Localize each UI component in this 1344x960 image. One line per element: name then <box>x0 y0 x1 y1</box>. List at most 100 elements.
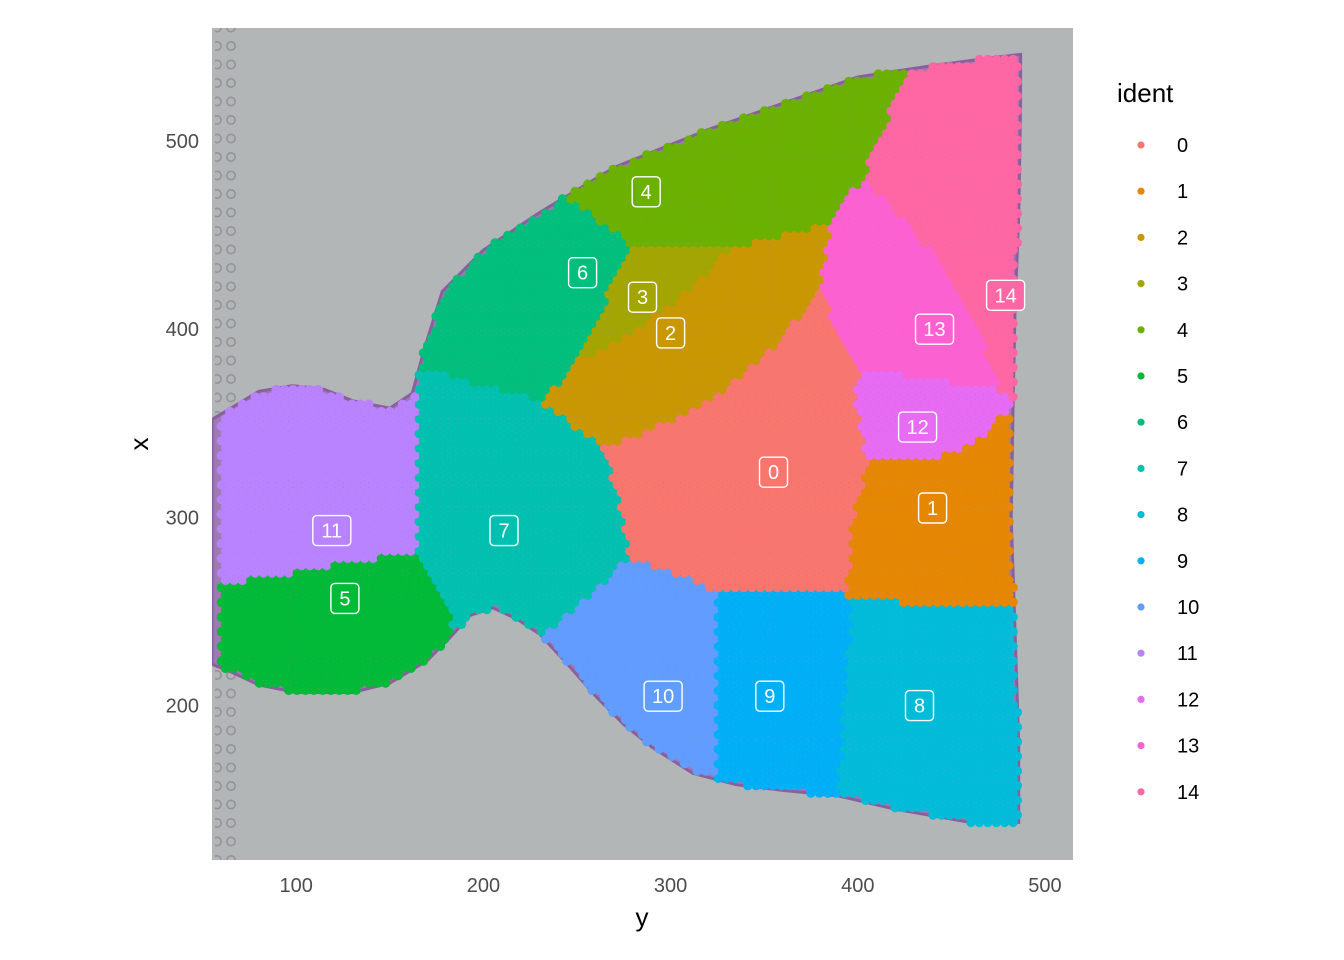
spot-ident-8 <box>983 700 993 710</box>
spot-ident-10 <box>642 663 652 673</box>
spot-ident-5 <box>368 612 378 622</box>
spot-ident-8 <box>920 737 930 747</box>
spot-ident-5 <box>279 678 290 688</box>
spot-ident-9 <box>818 648 829 659</box>
spot-ident-9 <box>814 670 825 681</box>
spot-ident-1 <box>978 590 989 600</box>
spot-ident-10 <box>705 759 715 769</box>
spot-ident-8 <box>873 773 883 783</box>
spot-ident-9 <box>839 612 850 622</box>
spot-ident-9 <box>835 604 846 615</box>
spot-ident-9 <box>751 619 761 629</box>
spot-ident-10 <box>671 641 681 651</box>
spot-ident-8 <box>1008 729 1018 739</box>
spot-ident-8 <box>856 626 867 637</box>
spot-ident-8 <box>877 692 888 703</box>
spot-ident-8 <box>903 766 913 776</box>
spot-ident-9 <box>781 626 791 637</box>
spot-ident-7 <box>532 619 542 629</box>
spot-ident-8 <box>848 700 858 710</box>
spot-ident-10 <box>688 685 698 695</box>
spot-ident-10 <box>646 670 656 681</box>
spot-ident-9 <box>793 648 803 659</box>
spot-ident-8 <box>890 597 900 607</box>
spot-ident-8 <box>839 715 850 725</box>
spot-ident-8 <box>924 729 934 739</box>
spot-ident-9 <box>726 722 736 732</box>
spot-ident-0 <box>709 575 719 585</box>
spot-ident-9 <box>839 597 850 607</box>
spot-ident-9 <box>743 737 753 747</box>
spot-ident-8 <box>915 670 926 681</box>
spot-ident-9 <box>747 612 757 622</box>
spot-ident-9 <box>789 715 799 725</box>
spot-ident-5 <box>263 619 273 629</box>
spot-ident-8 <box>970 722 980 732</box>
spot-ident-5 <box>334 641 344 651</box>
spot-ident-7 <box>482 575 492 585</box>
spot-ident-9 <box>747 597 757 607</box>
spot-ident-5 <box>427 597 437 607</box>
spot-ident-5 <box>364 648 374 659</box>
spot-ident-8 <box>873 626 883 637</box>
spot-ident-10 <box>709 737 719 747</box>
spot-ident-5 <box>237 648 248 659</box>
spot-ident-5 <box>338 663 349 673</box>
spot-ident-9 <box>738 773 749 783</box>
spot-ident-9 <box>722 744 732 754</box>
spot-ident-10 <box>688 715 698 725</box>
spot-ident-10 <box>616 590 627 600</box>
spot-ident-5 <box>288 678 298 688</box>
spot-ident-8 <box>1008 773 1018 783</box>
spot-ident-10 <box>604 641 614 651</box>
spot-ident-9 <box>722 759 732 769</box>
spot-ident-9 <box>810 692 820 703</box>
spot-ident-10 <box>688 641 698 651</box>
spot-ident-9 <box>759 590 770 600</box>
spot-ident-5 <box>359 612 370 622</box>
spot-ident-5 <box>296 604 307 615</box>
spot-ident-9 <box>793 634 803 644</box>
spot-ident-11 <box>284 568 294 578</box>
spot-ident-10 <box>667 604 677 615</box>
spot-ident-8 <box>970 795 980 805</box>
spot-ident-9 <box>734 634 745 644</box>
spot-ident-10 <box>637 670 648 681</box>
spot-ident-7 <box>494 597 504 607</box>
spot-ident-10 <box>557 619 568 629</box>
spot-ident-8 <box>898 729 909 739</box>
spot-ident-7 <box>536 612 547 622</box>
spot-ident-5 <box>300 612 311 622</box>
spot-ident-8 <box>915 803 926 813</box>
spot-ident-5 <box>254 678 264 688</box>
spot-ident-8 <box>869 678 879 688</box>
spot-ident-9 <box>793 590 803 600</box>
spot-ident-10 <box>709 707 719 717</box>
spot-ident-8 <box>995 737 1006 747</box>
spot-ident-10 <box>599 648 610 659</box>
spot-ident-10 <box>599 604 610 615</box>
spot-ident-9 <box>722 612 732 622</box>
spot-ident-9 <box>802 634 812 644</box>
spot-ident-8 <box>978 707 989 717</box>
spot-ident-8 <box>894 766 905 776</box>
spot-ident-9 <box>797 626 808 637</box>
spot-ident-8 <box>966 700 976 710</box>
spot-ident-9 <box>747 715 757 725</box>
spot-ident-8 <box>983 773 993 783</box>
spot-ident-10 <box>688 597 698 607</box>
spot-ident-5 <box>254 590 264 600</box>
spot-ident-5 <box>389 604 399 615</box>
spot-ident-9 <box>797 597 808 607</box>
spot-ident-0 <box>705 582 715 593</box>
spot-ident-7 <box>570 582 580 593</box>
spot-ident-8 <box>966 715 976 725</box>
spot-ident-5 <box>258 626 269 637</box>
spot-ident-10 <box>621 597 631 607</box>
spot-ident-10 <box>637 656 648 666</box>
spot-ident-9 <box>772 626 782 637</box>
spot-ident-9 <box>789 597 799 607</box>
spot-ident-5 <box>406 575 416 585</box>
spot-ident-7 <box>540 619 551 629</box>
spot-ident-5 <box>241 670 252 681</box>
